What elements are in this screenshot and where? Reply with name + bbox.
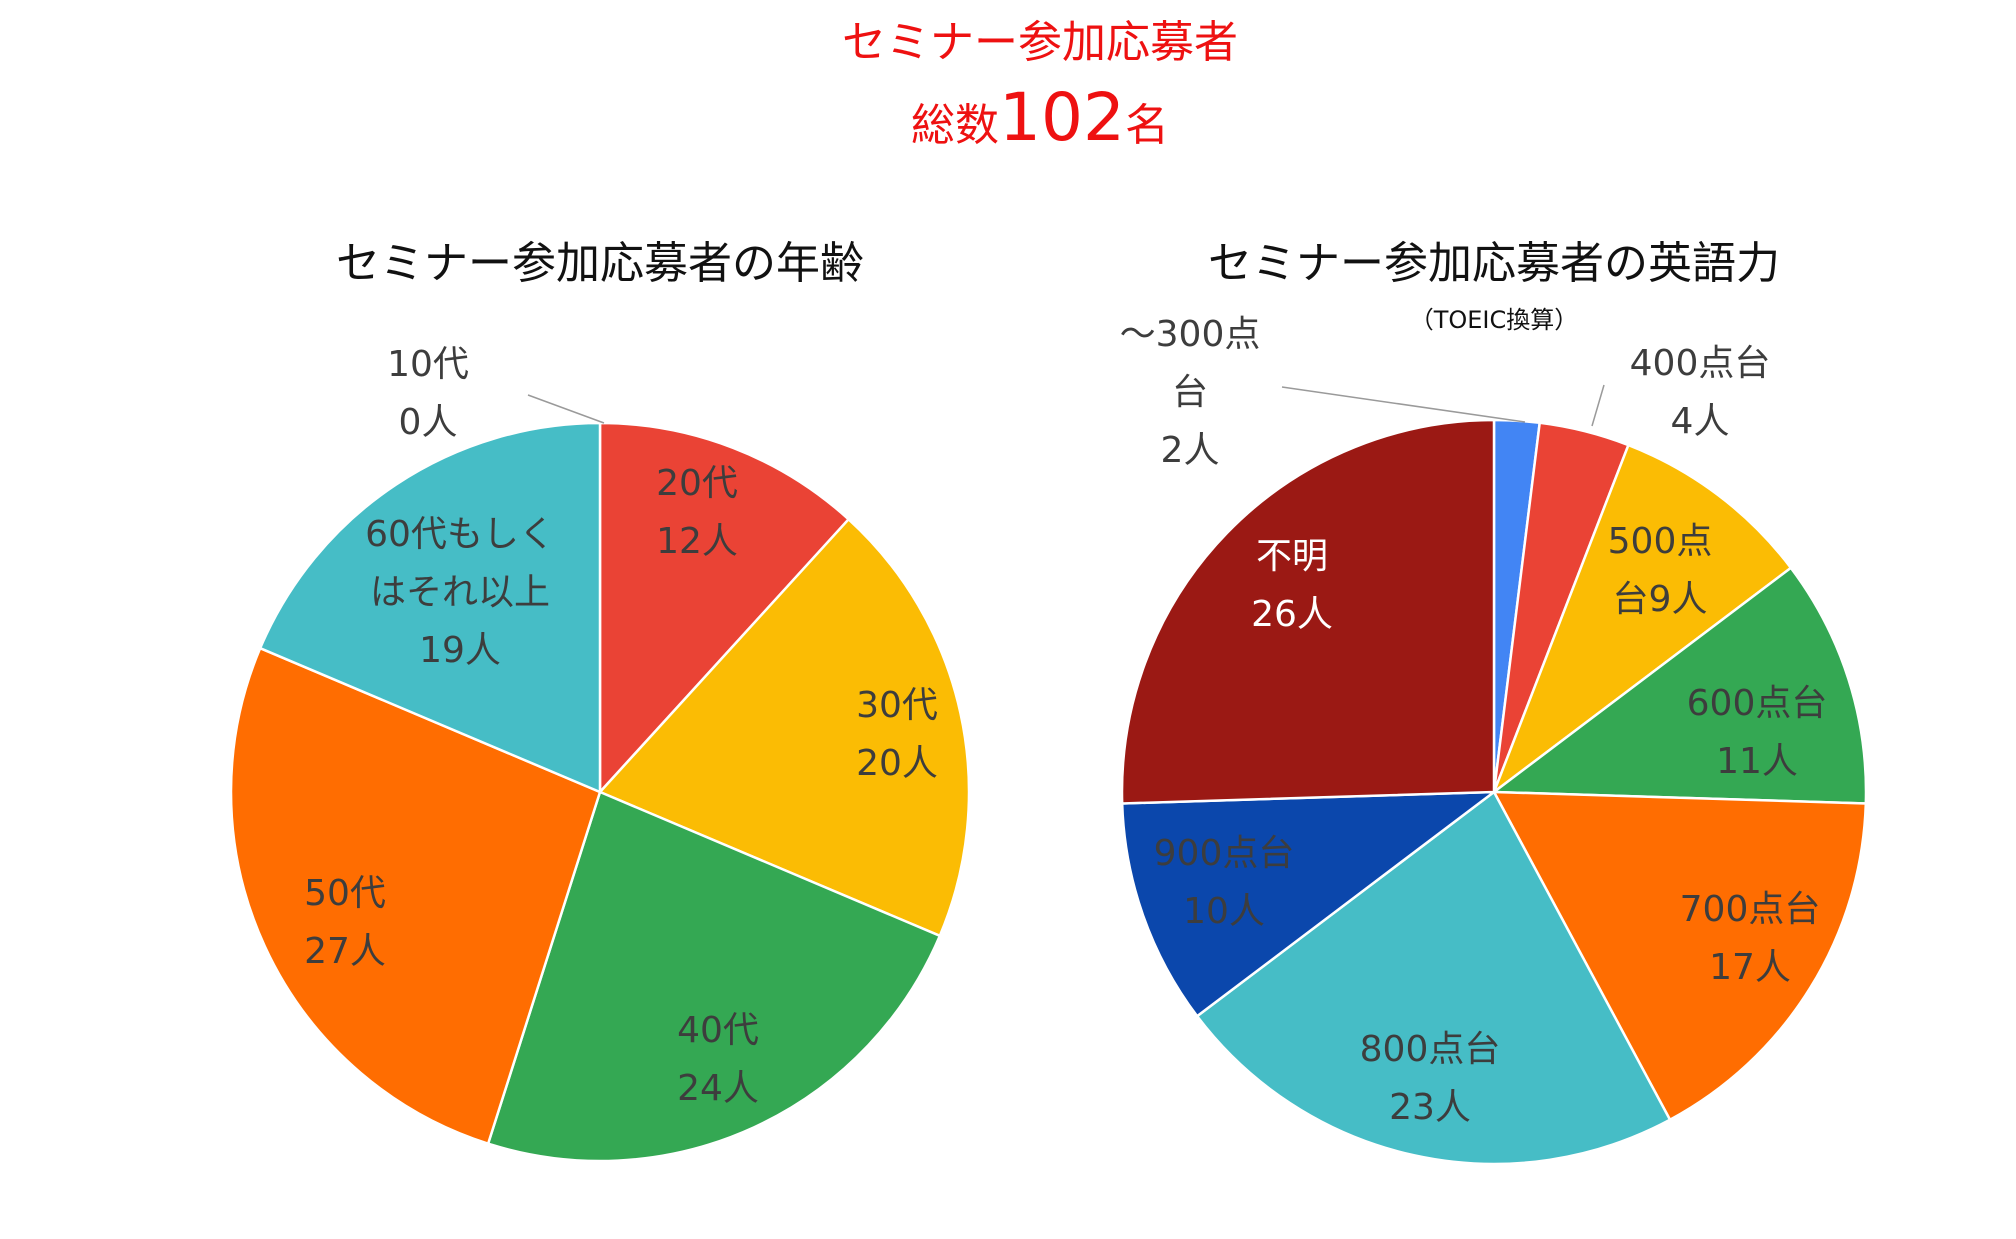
pie-slice-600点台: [1490, 566, 1868, 805]
slice-label-line: 20代: [656, 463, 738, 504]
slice-label-line: 4人: [1671, 401, 1730, 442]
slice-label: 60代もしくはそれ以上 19人: [365, 514, 555, 671]
slice-label-line: ～300点: [1120, 314, 1261, 355]
slice-label-line: 17人: [1709, 947, 1791, 988]
slice-label-line: 19人: [419, 630, 501, 671]
slice-label: 900点台 10人: [1154, 833, 1295, 932]
slice-label-line: 400点台: [1630, 343, 1771, 384]
slice-label: 10代 0人: [387, 344, 469, 443]
pie-slice-30代: [597, 517, 971, 938]
headline-title: セミナー参加応募者: [842, 17, 1238, 68]
leader-line: [527, 394, 605, 424]
headline-total: 総数102名: [911, 79, 1169, 156]
headline-total-number: 102: [999, 79, 1125, 156]
slice-label: 600点台 11人: [1687, 683, 1828, 782]
slice-label: 500点台9人: [1608, 521, 1713, 620]
slice-label-line: 600点台: [1687, 683, 1828, 724]
slice-label-line: 10代: [387, 344, 469, 385]
slice-label: 700点台 17人: [1680, 889, 1821, 988]
english-pie-labels: ～300点台 2人 400点台 4人 500点台9人 600点台 11人 700点台 17人 80…: [1120, 314, 1828, 1128]
slice-label: 不明 26人: [1251, 536, 1333, 635]
slice-label-line: 不明: [1256, 536, 1328, 577]
slice-label: 800点台 23人: [1360, 1029, 1501, 1128]
pie-slice-900点台: [1120, 790, 1498, 1018]
english-pie-slices: [1120, 418, 1868, 1166]
pie-slice-800点台: [1195, 790, 1672, 1166]
slice-label: 20代 12人: [656, 463, 738, 562]
slice-label: 400点台 4人: [1630, 343, 1771, 442]
english-chart-title: セミナー参加応募者の英語力: [1208, 238, 1780, 289]
slice-label-line: 500点: [1608, 521, 1713, 562]
slice-label-line: 20人: [856, 743, 938, 784]
slice-label-line: 27人: [304, 931, 386, 972]
slice-label: 50代 27人: [304, 873, 386, 972]
pie-slice-不明: [1120, 418, 1496, 805]
slice-label-line: 40代: [677, 1010, 759, 1051]
slice-label-line: 台: [1172, 372, 1208, 413]
english-chart-subtitle: （TOEIC換算）: [1410, 306, 1579, 334]
slice-label-line: 24人: [677, 1068, 759, 1109]
slice-label-line: 900点台: [1154, 833, 1295, 874]
leader-line: [1591, 384, 1605, 427]
slice-label-line: 26人: [1251, 594, 1333, 635]
headline-total-suffix: 名: [1125, 100, 1169, 151]
leader-line: [1281, 386, 1526, 423]
slice-label-line: 12人: [656, 521, 738, 562]
age-chart-title: セミナー参加応募者の年齢: [336, 238, 864, 289]
slice-label: ～300点台 2人: [1120, 314, 1261, 471]
headline-total-prefix: 総数: [911, 100, 999, 151]
slice-label-line: 700点台: [1680, 889, 1821, 930]
english-pie-chart: セミナー参加応募者の英語力 （TOEIC換算） ～300点台 2人 400点台 4人 5…: [1120, 238, 1868, 1166]
slice-label-line: 50代: [304, 873, 386, 914]
slice-label-line: はそれ以上: [370, 572, 550, 613]
pie-slice-60代もしく: [258, 421, 602, 794]
pie-slice-40代: [486, 790, 942, 1163]
slice-label: 30代 20人: [856, 685, 938, 784]
slice-label-line: 台9人: [1613, 579, 1708, 620]
pie-slice-50代: [229, 646, 602, 1146]
slice-label-line: 2人: [1161, 430, 1220, 471]
pie-slice-700点台: [1491, 790, 1868, 1122]
slice-label-line: 10人: [1183, 891, 1265, 932]
slice-label-line: 800点台: [1360, 1029, 1501, 1070]
slice-label-line: 11人: [1716, 741, 1798, 782]
slice-label-line: 30代: [856, 685, 938, 726]
age-pie-slices: [229, 421, 971, 1163]
slice-label-line: 0人: [399, 402, 458, 443]
pie-slice-20代: [598, 421, 851, 796]
slice-label: 40代 24人: [677, 1010, 759, 1109]
pie-slice-500点: [1491, 443, 1793, 796]
slice-label-line: 23人: [1389, 1087, 1471, 1128]
slice-label-line: 60代もしく: [365, 514, 555, 555]
